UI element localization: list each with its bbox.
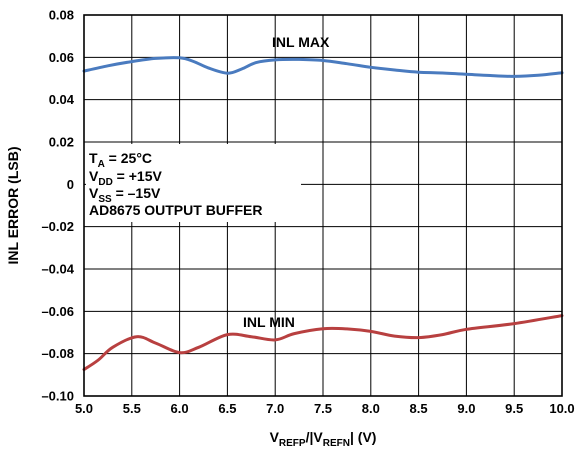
series-label-inl-min: INL MIN <box>243 314 295 330</box>
condition-line: AD8675 OUTPUT BUFFER <box>89 202 262 218</box>
y-tick-label: –0.06 <box>41 304 74 319</box>
y-tick-label: 0.04 <box>49 92 75 107</box>
x-tick-label: 9.0 <box>457 401 475 416</box>
y-tick-label: –0.02 <box>41 219 74 234</box>
y-tick-labels: 0.08 0.06 0.04 0.02 0 –0.02 –0.04 –0.06 –0.08 –0.… <box>41 8 74 404</box>
x-tick-label: 7.5 <box>314 401 332 416</box>
x-tick-label: 8.0 <box>362 401 380 416</box>
y-axis-title: INL ERROR (LSB) <box>5 147 21 265</box>
x-tick-labels: 5.0 5.5 6.0 6.5 7.0 7.5 8.0 8.5 9.0 9.5 10.0 <box>75 401 575 416</box>
y-tick-label: 0.02 <box>49 135 74 150</box>
series-line-inl-max <box>82 56 564 78</box>
x-axis-title-sub1: REFP <box>279 438 306 449</box>
x-axis-title-sub2: REFN <box>323 438 350 449</box>
x-axis-title-mid: /|V <box>306 429 324 445</box>
condition-line: VDD = +15V <box>89 168 163 188</box>
y-tick-label: 0.08 <box>49 8 74 23</box>
x-tick-label: 6.5 <box>218 401 236 416</box>
condition-line: VSS = –15V <box>89 185 161 205</box>
x-tick-label: 6.0 <box>171 401 189 416</box>
x-tick-label: 5.0 <box>75 401 93 416</box>
x-tick-label: 9.5 <box>505 401 523 416</box>
conditions-background <box>86 144 301 222</box>
x-axis-title-tail: | (V) <box>350 429 376 445</box>
y-tick-label: –0.04 <box>41 262 74 277</box>
y-tick-label: –0.10 <box>41 389 74 404</box>
x-axis-title: VREFP/|VREFN| (V) <box>270 429 377 449</box>
condition-line: TA = 25°C <box>89 150 152 170</box>
x-axis-title-main: V <box>270 429 280 445</box>
y-tick-label: 0 <box>67 177 74 192</box>
series-line-inl-min <box>82 314 564 371</box>
plot-frame <box>83 14 563 397</box>
series-lines <box>82 56 564 371</box>
x-tick-label: 7.0 <box>266 401 284 416</box>
x-tick-label: 8.5 <box>410 401 428 416</box>
x-tick-label: 10.0 <box>549 401 574 416</box>
y-tick-label: 0.06 <box>49 50 74 65</box>
x-tick-label: 5.5 <box>123 401 141 416</box>
y-tick-label: –0.08 <box>41 346 74 361</box>
series-label-inl-max: INL MAX <box>272 34 330 50</box>
grid <box>84 15 562 396</box>
